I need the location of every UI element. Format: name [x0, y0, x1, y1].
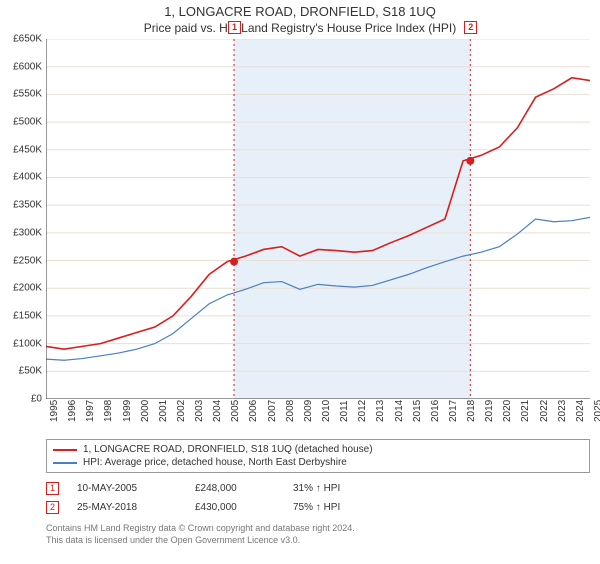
trade-date: 10-MAY-2005	[77, 483, 177, 494]
x-tick: 2007	[267, 400, 278, 422]
x-tick: 2005	[230, 400, 241, 422]
legend-item: 1, LONGACRE ROAD, DRONFIELD, S18 1UQ (de…	[53, 443, 583, 456]
x-tick: 2024	[575, 400, 586, 422]
trade-marker: 2	[46, 501, 59, 514]
x-tick: 2018	[466, 400, 477, 422]
trade-row: 2 25-MAY-2018 £430,000 75% ↑ HPI	[46, 498, 590, 517]
x-tick: 1995	[49, 400, 60, 422]
trade-delta: 31% ↑ HPI	[293, 483, 340, 494]
legend: 1, LONGACRE ROAD, DRONFIELD, S18 1UQ (de…	[46, 439, 590, 473]
x-tick: 2022	[539, 400, 550, 422]
x-tick: 2015	[412, 400, 423, 422]
legend-label: HPI: Average price, detached house, Nort…	[83, 457, 347, 468]
x-tick: 2006	[248, 400, 259, 422]
x-tick: 1996	[67, 400, 78, 422]
footer-line: Contains HM Land Registry data © Crown c…	[46, 523, 590, 535]
chart-marker: 1	[228, 21, 241, 34]
legend-item: HPI: Average price, detached house, Nort…	[53, 456, 583, 469]
x-tick: 1998	[103, 400, 114, 422]
footer-line: This data is licensed under the Open Gov…	[46, 535, 590, 547]
x-tick: 2017	[448, 400, 459, 422]
x-tick: 2020	[502, 400, 513, 422]
trade-price: £430,000	[195, 502, 275, 513]
x-tick: 2008	[285, 400, 296, 422]
x-tick: 2003	[194, 400, 205, 422]
x-tick: 2021	[520, 400, 531, 422]
x-tick: 1997	[85, 400, 96, 422]
x-tick: 2009	[303, 400, 314, 422]
x-tick: 2019	[484, 400, 495, 422]
trade-delta: 75% ↑ HPI	[293, 502, 340, 513]
y-tick: £150K	[0, 310, 42, 321]
x-tick: 2001	[158, 400, 169, 422]
legend-label: 1, LONGACRE ROAD, DRONFIELD, S18 1UQ (de…	[83, 444, 373, 455]
y-tick: £200K	[0, 283, 42, 294]
x-tick: 2000	[140, 400, 151, 422]
y-tick: £100K	[0, 338, 42, 349]
footer: Contains HM Land Registry data © Crown c…	[46, 523, 590, 546]
x-tick: 2002	[176, 400, 187, 422]
y-tick: £450K	[0, 144, 42, 155]
legend-swatch	[53, 462, 77, 464]
y-tick: £650K	[0, 34, 42, 45]
chart: £0£50K£100K£150K£200K£250K£300K£350K£400…	[46, 39, 590, 399]
page-title: 1, LONGACRE ROAD, DRONFIELD, S18 1UQ	[0, 4, 600, 19]
page-subtitle: Price paid vs. HM Land Registry's House …	[0, 21, 600, 35]
y-tick: £250K	[0, 255, 42, 266]
trade-marker: 1	[46, 482, 59, 495]
chart-marker: 2	[464, 21, 477, 34]
x-tick: 2016	[430, 400, 441, 422]
trade-table: 1 10-MAY-2005 £248,000 31% ↑ HPI2 25-MAY…	[46, 479, 590, 517]
chart-svg	[46, 39, 590, 399]
y-tick: £50K	[0, 366, 42, 377]
y-tick: £0	[0, 394, 42, 405]
y-tick: £550K	[0, 89, 42, 100]
trade-row: 1 10-MAY-2005 £248,000 31% ↑ HPI	[46, 479, 590, 498]
x-tick: 2013	[375, 400, 386, 422]
x-tick: 2012	[357, 400, 368, 422]
x-tick: 2011	[339, 400, 350, 422]
legend-swatch	[53, 449, 77, 451]
y-tick: £500K	[0, 117, 42, 128]
x-tick: 1999	[122, 400, 133, 422]
trade-price: £248,000	[195, 483, 275, 494]
x-tick: 2004	[212, 400, 223, 422]
x-tick: 2014	[394, 400, 405, 422]
y-tick: £400K	[0, 172, 42, 183]
y-tick: £300K	[0, 227, 42, 238]
x-tick: 2025	[593, 400, 600, 422]
y-tick: £350K	[0, 200, 42, 211]
x-tick: 2010	[321, 400, 332, 422]
y-tick: £600K	[0, 61, 42, 72]
trade-date: 25-MAY-2018	[77, 502, 177, 513]
x-tick: 2023	[557, 400, 568, 422]
